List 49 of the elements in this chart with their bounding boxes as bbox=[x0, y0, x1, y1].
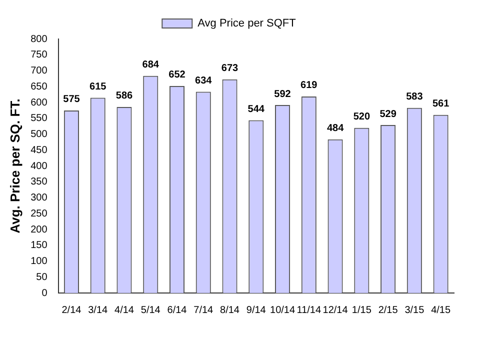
x-tick-label: 1/15 bbox=[352, 304, 372, 316]
x-tick-label: 7/14 bbox=[194, 304, 214, 316]
data-label: 615 bbox=[90, 81, 107, 92]
y-tick-label: 350 bbox=[30, 176, 48, 188]
y-tick-label: 600 bbox=[30, 97, 48, 108]
x-tick-label: 4/15 bbox=[431, 304, 451, 316]
y-tick-label: 250 bbox=[30, 208, 48, 220]
x-tick-label: 2/14 bbox=[62, 304, 82, 316]
data-label: 592 bbox=[274, 88, 292, 100]
x-tick-label: 11/14 bbox=[296, 304, 322, 316]
data-label: 575 bbox=[63, 94, 80, 106]
x-tick-label: 9/14 bbox=[246, 304, 266, 316]
y-tick-label: 200 bbox=[30, 224, 48, 236]
data-label: 561 bbox=[432, 98, 450, 110]
y-tick-label: 450 bbox=[30, 144, 48, 156]
y-tick-label: 800 bbox=[30, 34, 48, 45]
y-tick-label: 150 bbox=[30, 240, 48, 252]
x-tick-label: 12/14 bbox=[322, 304, 348, 316]
data-label: 634 bbox=[195, 75, 212, 86]
x-tick-label: 8/14 bbox=[220, 304, 240, 316]
x-tick-label: 5/14 bbox=[140, 304, 161, 316]
x-tick-label: 6/14 bbox=[167, 304, 188, 316]
x-tick-label: 3/15 bbox=[404, 304, 425, 316]
data-label: 619 bbox=[300, 80, 318, 92]
data-label: 583 bbox=[406, 92, 424, 103]
y-tick-label: 700 bbox=[30, 66, 48, 76]
x-tick-label: 10/14 bbox=[270, 304, 296, 316]
data-label: 684 bbox=[142, 60, 160, 71]
data-label: 673 bbox=[221, 63, 239, 74]
y-tick-label: 650 bbox=[30, 81, 48, 92]
x-tick-label: 4/14 bbox=[114, 304, 134, 316]
y-tick-label: 300 bbox=[30, 192, 48, 204]
data-label: 652 bbox=[168, 70, 186, 81]
data-label: 484 bbox=[326, 123, 344, 134]
x-tick-label: 2/15 bbox=[378, 304, 398, 316]
data-label: 520 bbox=[353, 112, 370, 123]
legend-label: Avg Price per SQFT bbox=[198, 18, 296, 30]
x-tick-label: 3/14 bbox=[88, 304, 108, 316]
y-tick-label: 500 bbox=[30, 129, 48, 140]
y-tick-label: 0 bbox=[42, 288, 48, 299]
y-tick-label: 750 bbox=[30, 50, 48, 61]
data-label: 586 bbox=[116, 90, 134, 102]
data-label: 544 bbox=[248, 104, 265, 116]
y-tick-label: 50 bbox=[36, 272, 48, 283]
y-tick-label: 550 bbox=[30, 113, 48, 124]
y-tick-label: 400 bbox=[30, 160, 48, 172]
data-label: 529 bbox=[380, 108, 397, 120]
y-tick-label: 100 bbox=[30, 256, 48, 267]
y-axis-title: Avg. Price per SQ. FT. bbox=[7, 98, 22, 234]
